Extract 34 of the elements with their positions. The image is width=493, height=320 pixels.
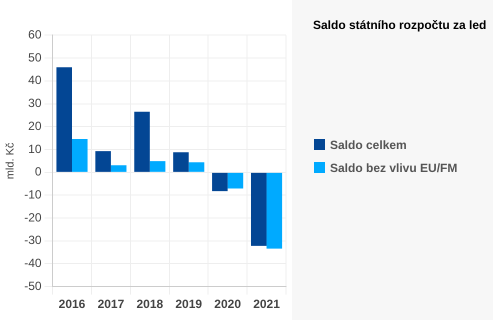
- x-tick-label: 2018: [136, 297, 164, 312]
- bar: [95, 151, 111, 172]
- y-tick-label: 20: [28, 118, 42, 133]
- y-tick-label: -20: [24, 210, 42, 224]
- bar: [56, 67, 72, 172]
- y-tick-label: 60: [28, 28, 42, 42]
- y-tick-label: -10: [24, 187, 42, 202]
- bar: [212, 172, 228, 192]
- legend-label: Saldo bez vlivu EU/FM: [330, 160, 458, 174]
- x-tick-label: 2019: [175, 297, 202, 312]
- bar: [228, 172, 244, 189]
- y-tick-label: -40: [24, 256, 42, 270]
- legend-label: Saldo celkem: [330, 138, 407, 152]
- bar: [188, 162, 204, 172]
- bar: [110, 165, 126, 172]
- x-tick-label: 2020: [214, 297, 242, 312]
- y-tick-label: -50: [24, 278, 42, 293]
- y-tick-label: -30: [24, 233, 42, 248]
- bar: [134, 112, 150, 172]
- bar: [250, 172, 267, 246]
- bar: [150, 161, 166, 172]
- x-tick-label: 2021: [253, 297, 280, 312]
- text: Saldo státního rozpočtu za led: [313, 18, 486, 32]
- y-tick-label: 0: [34, 164, 42, 179]
- y-tick-label: 10: [28, 142, 42, 156]
- bar: [266, 172, 282, 249]
- y-tick-label: 40: [28, 73, 42, 88]
- x-tick-label: 2017: [98, 297, 125, 312]
- y-tick-label: 30: [28, 96, 42, 110]
- x-tick-label: 2016: [58, 297, 86, 312]
- bar: [173, 152, 189, 172]
- y-axis-title: mld. Kč: [4, 142, 17, 180]
- bar: [72, 138, 88, 172]
- y-tick-label: 50: [28, 50, 42, 64]
